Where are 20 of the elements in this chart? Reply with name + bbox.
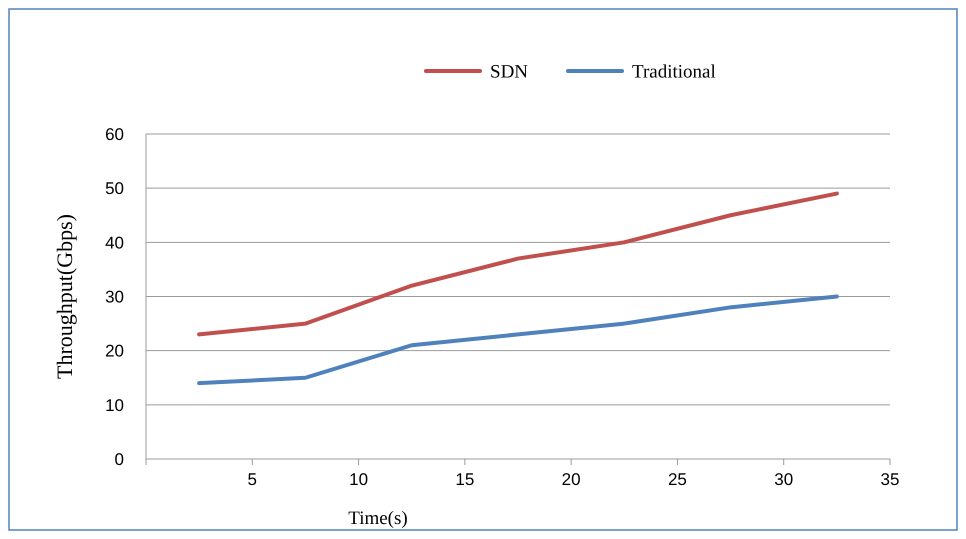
x-tick-label: 35 [880, 470, 900, 489]
y-tick-label: 20 [105, 342, 124, 361]
x-tick-label: 10 [349, 470, 368, 489]
y-tick-label: 0 [114, 450, 124, 469]
line-series [197, 192, 839, 336]
x-axis-title: Time(s) [348, 508, 408, 529]
x-tick-label: 30 [774, 470, 794, 489]
y-tick-label: 50 [105, 179, 124, 198]
x-tick-label: 15 [455, 470, 474, 489]
line-series [197, 294, 839, 386]
legend-label: SDN [490, 62, 528, 83]
x-tick-label: 5 [248, 470, 258, 489]
y-tick-label: 60 [105, 124, 124, 144]
y-tick-label: 10 [105, 396, 124, 415]
legend-label: Traditional [632, 62, 716, 83]
x-tick-label: 25 [668, 470, 687, 489]
y-tick-label: 40 [105, 233, 124, 252]
y-axis-title: Throughput(Gbps) [52, 214, 77, 379]
y-tick-label: 30 [105, 287, 124, 306]
x-tick-label: 20 [562, 470, 581, 489]
